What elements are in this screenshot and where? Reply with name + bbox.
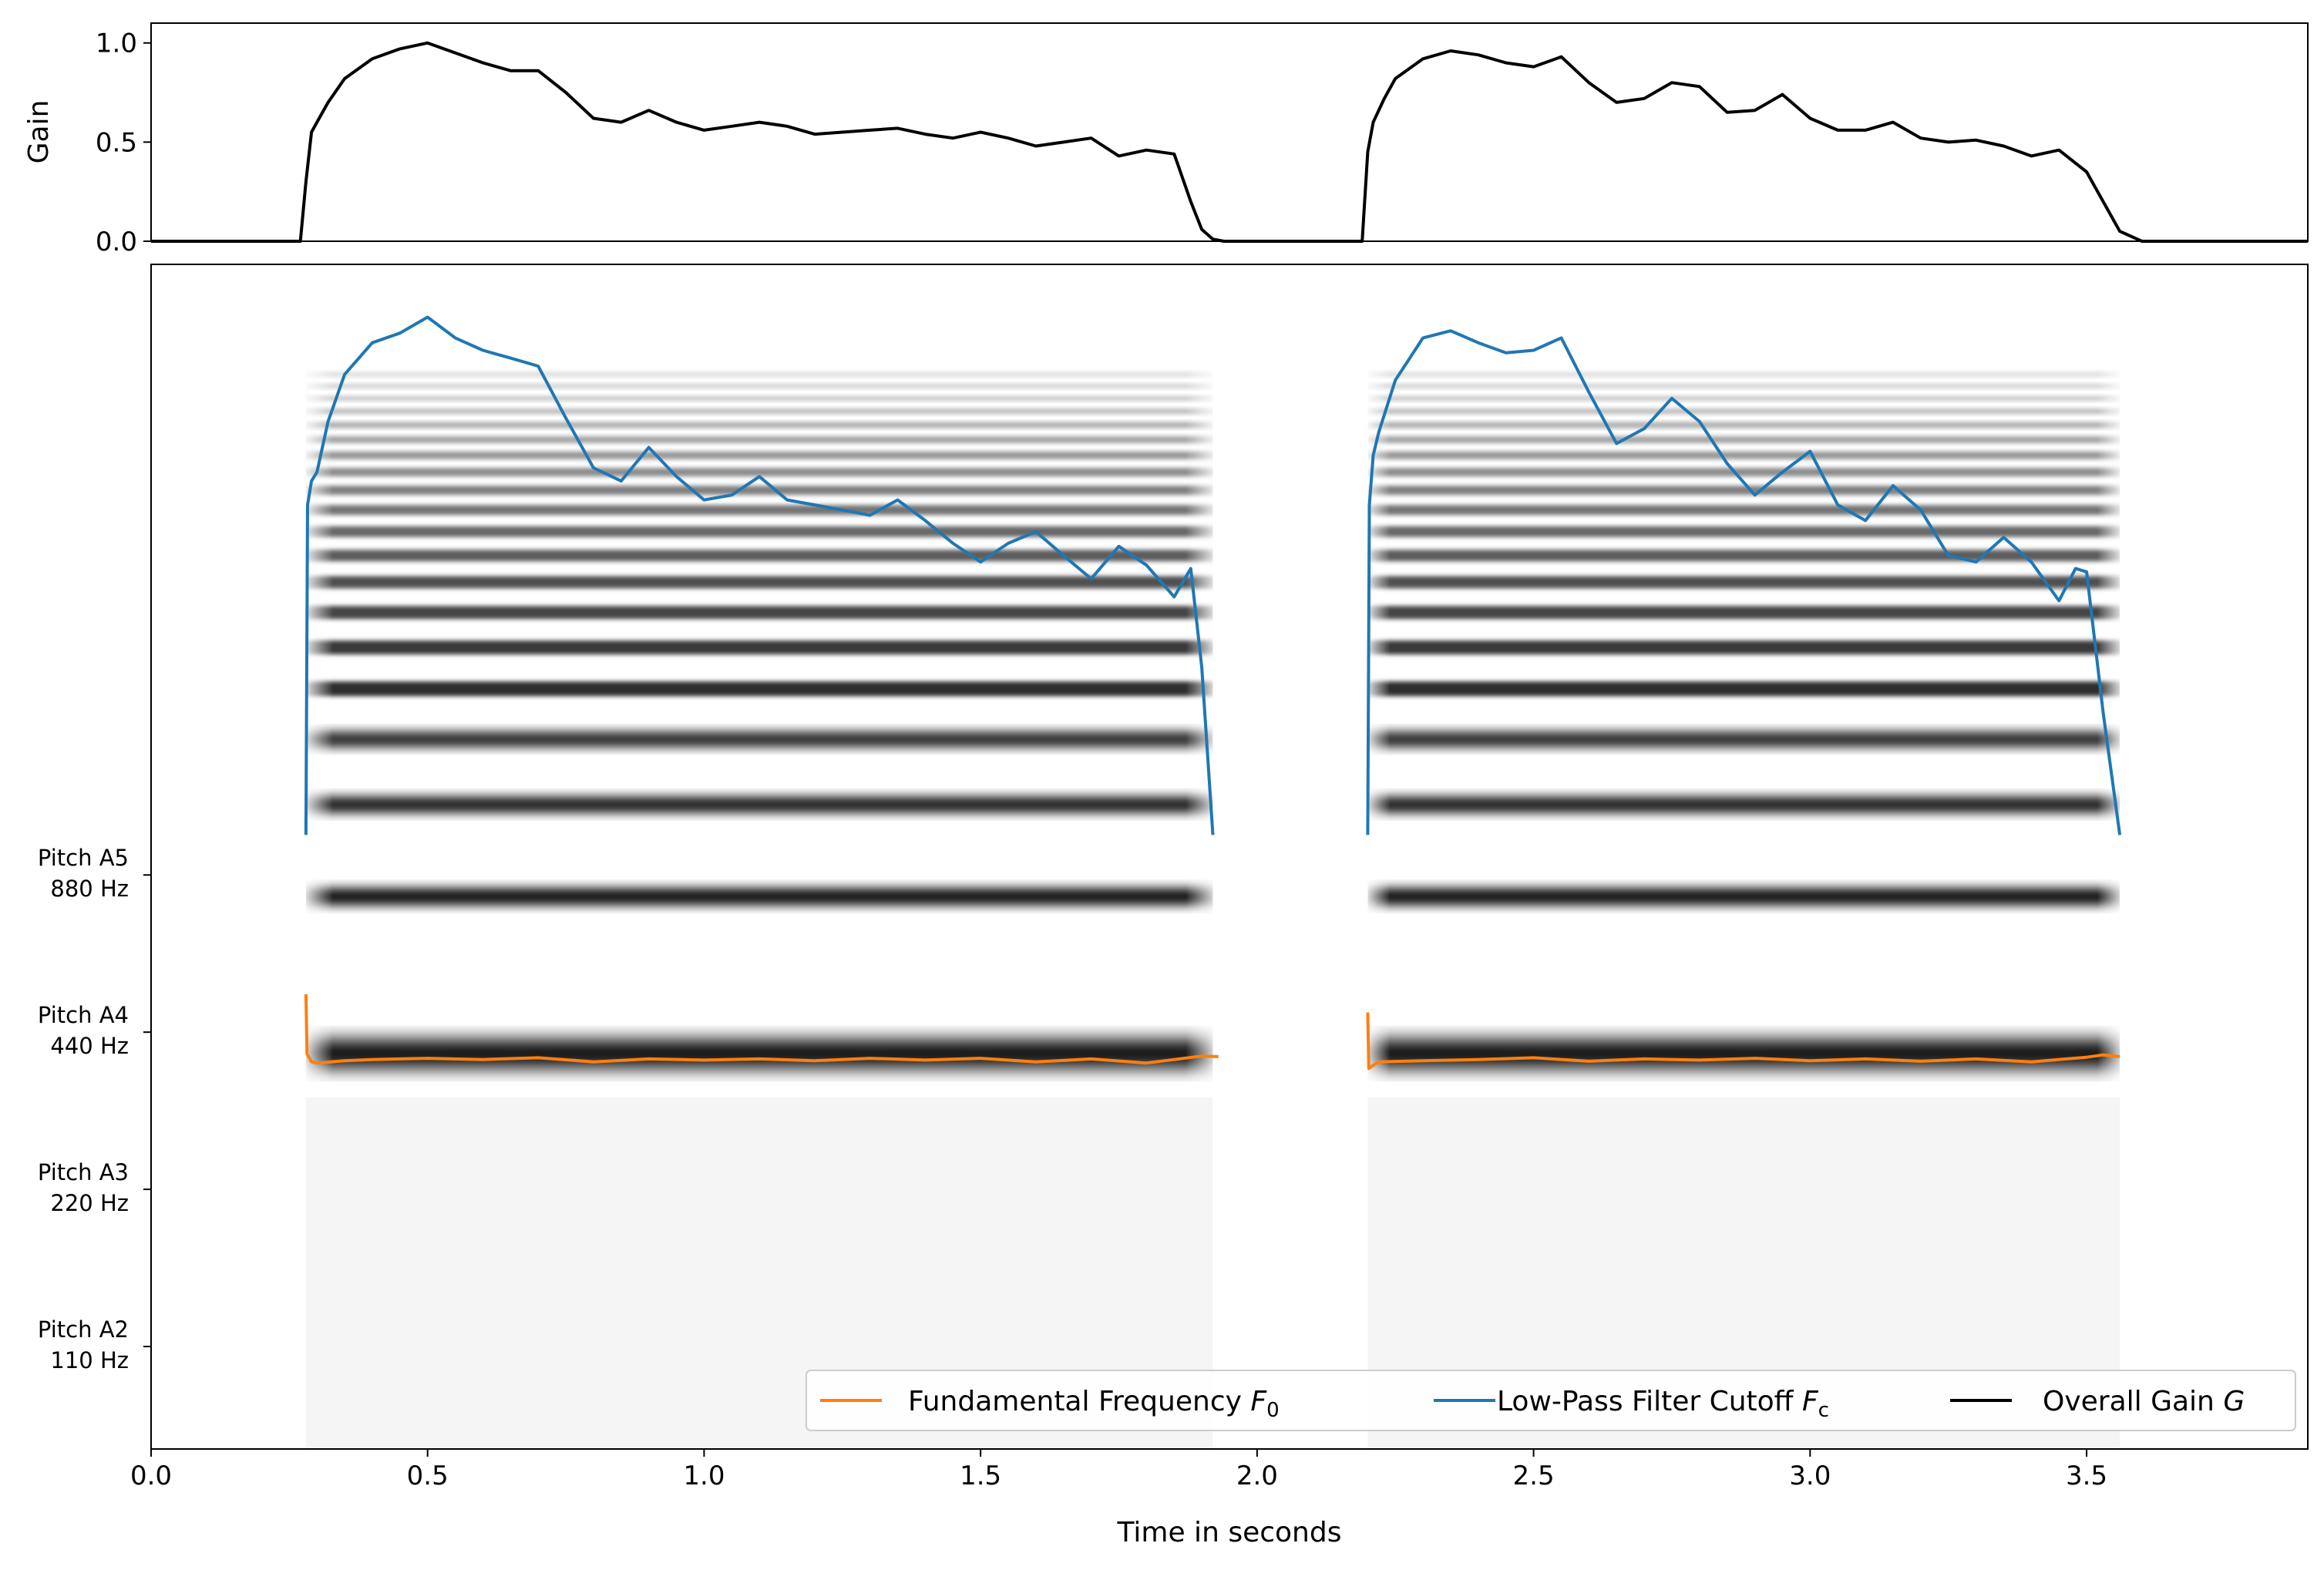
pitch-ytick-hz: 220 Hz <box>50 1190 129 1216</box>
time-xtick-label: 1.0 <box>683 1461 725 1491</box>
fundamental-frequency-line <box>1366 1012 2121 1071</box>
spectrogram-image <box>305 371 2121 1449</box>
harmonic-band <box>305 526 1213 537</box>
harmonic-band <box>1367 576 2121 589</box>
harmonic-band <box>305 422 1213 429</box>
harmonic-band <box>1367 640 2121 655</box>
spectrogram-panel: Pitch A2 110 Hz Pitch A3 220 Hz Pitch A4 440 … <box>38 264 2309 1548</box>
harmonic-band <box>305 435 1213 443</box>
gain-ytick-label: 0.5 <box>96 127 137 158</box>
harmonic-band <box>1367 731 2121 748</box>
pitch-ytick-hz: 880 Hz <box>50 876 129 902</box>
harmonic-band <box>1367 681 2121 697</box>
time-xlabel: Time in seconds <box>1117 1517 1342 1548</box>
harmonic-band <box>305 371 1213 377</box>
fundamental-frequency-line <box>304 993 1219 1065</box>
legend-entry-overall-gain: Overall Gain G <box>1950 1386 2245 1417</box>
harmonic-band <box>305 1040 1213 1068</box>
gain-ytick-label: 1.0 <box>96 29 137 59</box>
pitch-ytick-name: Pitch A3 <box>38 1159 129 1185</box>
gain-ytick-label: 0.0 <box>96 227 137 257</box>
pitch-ytick-name: Pitch A2 <box>38 1316 129 1343</box>
harmonic-band <box>305 576 1213 589</box>
harmonic-band <box>305 486 1213 496</box>
harmonic-band <box>305 468 1213 477</box>
lowpass-cutoff-line <box>304 315 1215 835</box>
legend-label-fundamental-frequency: Fundamental Frequency F0 <box>908 1386 1280 1422</box>
harmonic-band <box>305 383 1213 388</box>
harmonic-band <box>1367 408 2121 415</box>
harmonic-band <box>305 731 1213 748</box>
harmonic-band <box>1367 888 2121 906</box>
harmonic-band <box>1367 422 2121 429</box>
time-xtick-label: 3.0 <box>1789 1461 1831 1491</box>
gain-line <box>151 41 2308 243</box>
time-xtick-label: 0.0 <box>130 1461 172 1491</box>
time-xtick-label: 0.5 <box>407 1461 449 1491</box>
harmonic-band <box>305 606 1213 620</box>
harmonic-band <box>1367 383 2121 388</box>
legend-label-lowpass-cutoff: Low-Pass Filter Cutoff Fc <box>1497 1386 1829 1422</box>
harmonic-band <box>1367 606 2121 620</box>
harmonic-band <box>305 451 1213 459</box>
legend: Fundamental Frequency F0 Low-Pass Filter… <box>805 1370 2296 1431</box>
harmonic-band <box>305 550 1213 562</box>
pitch-ytick-name: Pitch A5 <box>38 845 129 871</box>
spectrogram-plot-frame <box>150 264 2309 1450</box>
harmonic-band <box>1367 435 2121 443</box>
time-xtick-label: 1.5 <box>960 1461 1001 1491</box>
harmonic-band <box>1367 526 2121 537</box>
legend-entry-fundamental-frequency: Fundamental Frequency F0 <box>820 1386 1280 1422</box>
legend-frame <box>805 1370 2296 1431</box>
harmonic-band <box>305 681 1213 697</box>
pitch-ytick-name: Pitch A4 <box>38 1002 129 1028</box>
time-xticks: 0.0 0.5 1.0 1.5 2.0 2.5 3.0 3.5 <box>130 1449 2107 1491</box>
lowpass-cutoff-line <box>1366 329 2122 835</box>
harmonic-band <box>1367 486 2121 496</box>
harmonic-band <box>305 796 1213 813</box>
pitch-ytick-hz: 440 Hz <box>50 1033 129 1059</box>
harmonic-band <box>1367 371 2121 377</box>
time-xtick-label: 2.5 <box>1513 1461 1555 1491</box>
harmonic-band <box>305 395 1213 401</box>
gain-panel: 0.0 0.5 1.0 Gain <box>23 22 2309 257</box>
harmonic-band <box>305 640 1213 655</box>
harmonic-band <box>305 888 1213 906</box>
harmonic-band <box>305 505 1213 516</box>
harmonic-band <box>1367 451 2121 459</box>
gain-series <box>151 41 2308 243</box>
harmonic-band <box>1367 395 2121 401</box>
gain-ylabel: Gain <box>23 100 55 164</box>
legend-entry-lowpass-cutoff: Low-Pass Filter Cutoff Fc <box>1434 1386 1829 1422</box>
gain-yticks: 0.0 0.5 1.0 <box>96 29 151 257</box>
gain-plot-frame <box>150 22 2309 242</box>
legend-label-overall-gain: Overall Gain G <box>2043 1386 2245 1417</box>
time-xtick-label: 2.0 <box>1236 1461 1278 1491</box>
spectrogram-series <box>304 315 2122 1071</box>
pitch-yticks: Pitch A2 110 Hz Pitch A3 220 Hz Pitch A4 440 … <box>38 845 151 1373</box>
harmonic-band <box>1367 505 2121 516</box>
harmonic-band <box>305 408 1213 415</box>
harmonic-band <box>1367 796 2121 813</box>
time-xtick-label: 3.5 <box>2066 1461 2107 1491</box>
pitch-ytick-hz: 110 Hz <box>50 1347 129 1373</box>
harmonic-band <box>1367 1040 2121 1068</box>
harmonic-band <box>1367 550 2121 562</box>
harmonic-band <box>1367 468 2121 477</box>
